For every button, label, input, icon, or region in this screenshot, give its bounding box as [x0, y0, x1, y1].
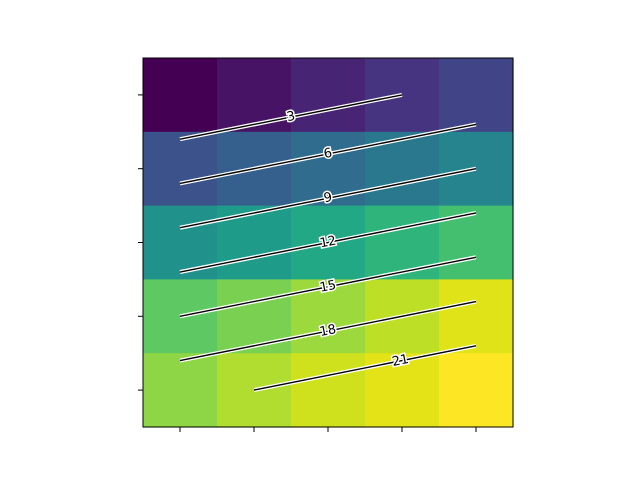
heatmap-cell — [365, 58, 440, 133]
heatmap-cell — [143, 353, 218, 428]
heatmap-cell — [291, 353, 366, 428]
contour-line — [179, 123, 477, 185]
contour-label: 15 — [318, 278, 337, 296]
contour-line — [179, 168, 477, 229]
heatmap-cell — [365, 205, 440, 280]
contour-line — [179, 300, 477, 362]
heatmap-cell — [143, 58, 218, 133]
heatmap-cell — [143, 131, 218, 207]
heatmap-cell — [217, 58, 292, 133]
contour-line — [179, 94, 403, 140]
heatmap-cell — [439, 131, 514, 207]
heatmap-cell — [217, 279, 292, 354]
contour-line — [179, 212, 477, 273]
contour-line — [179, 256, 477, 317]
contour-label: 21 — [391, 352, 410, 370]
heatmap-cell — [439, 279, 514, 354]
contour-label: 18 — [318, 322, 337, 340]
heatmap-cell — [291, 58, 366, 133]
axis-ticks — [138, 94, 477, 432]
contour-line — [253, 345, 477, 391]
heatmap-cell — [143, 205, 218, 280]
heatmap-cell — [439, 353, 514, 428]
heatmap-cells — [143, 58, 514, 428]
heatmap-cell — [439, 58, 514, 133]
contour-label: 12 — [318, 234, 337, 252]
